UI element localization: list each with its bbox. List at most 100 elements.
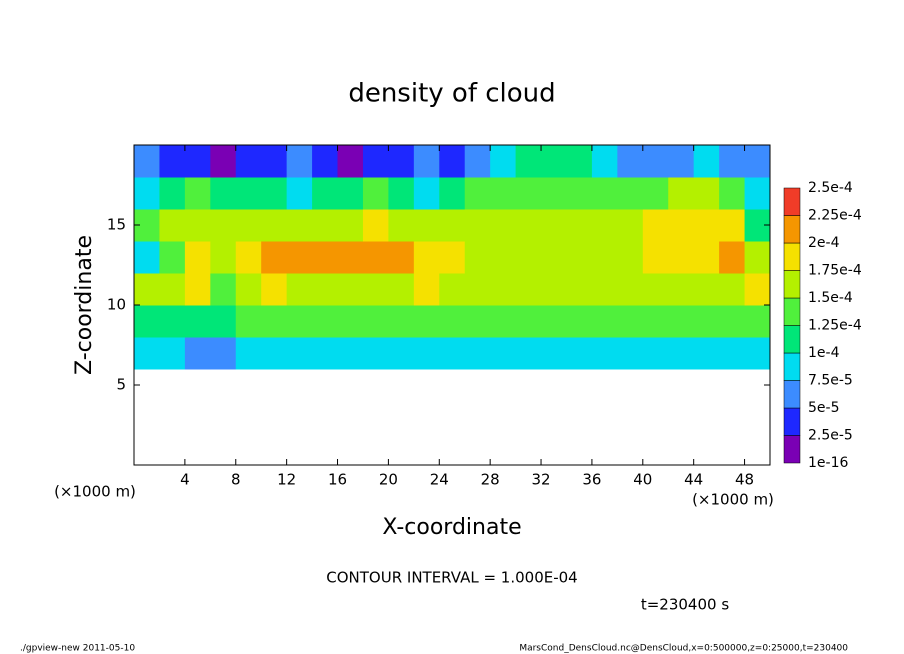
heatmap-cell	[413, 273, 440, 306]
heatmap-cell	[286, 241, 313, 274]
colorbar-label: 1.25e-4	[808, 318, 862, 334]
heatmap-cell	[464, 273, 491, 306]
heatmap-cell	[159, 273, 186, 306]
heatmap-cell	[617, 241, 644, 274]
heatmap-cell	[286, 273, 313, 306]
heatmap-cell	[744, 241, 771, 274]
heatmap-cell	[184, 145, 211, 178]
heatmap-cell	[439, 273, 466, 306]
heatmap-cell	[439, 209, 466, 242]
colorbar-swatch	[783, 352, 801, 381]
heatmap-cell	[719, 241, 746, 274]
heatmap-cell	[159, 145, 186, 178]
heatmap-cell	[286, 145, 313, 178]
heatmap-cell	[464, 209, 491, 242]
heatmap-cell	[413, 177, 440, 210]
heatmap-cell	[591, 305, 618, 338]
heatmap-cell	[719, 273, 746, 306]
heatmap-cell	[515, 337, 542, 370]
heatmap-cell	[617, 145, 644, 178]
heatmap-cell	[261, 273, 288, 306]
heatmap-cell	[439, 145, 466, 178]
heatmap-cell	[744, 145, 771, 178]
x-tick-label: 44	[684, 471, 703, 489]
colorbar-label: 7.5e-5	[808, 373, 853, 389]
heatmap-cell	[337, 337, 364, 370]
heatmap-cell	[210, 209, 237, 242]
heatmap-cell	[642, 273, 669, 306]
heatmap-cell	[490, 305, 517, 338]
heatmap-cell	[413, 145, 440, 178]
heatmap-cell	[388, 305, 415, 338]
heatmap-cell	[642, 337, 669, 370]
colorbar-label: 1.75e-4	[808, 263, 862, 279]
heatmap-cell	[210, 273, 237, 306]
heatmap-cell	[464, 145, 491, 178]
heatmap-cell	[719, 337, 746, 370]
heatmap-cell	[388, 177, 415, 210]
x-tick-label: 20	[379, 471, 398, 489]
heatmap-cell	[515, 241, 542, 274]
heatmap-cell	[566, 209, 593, 242]
y-tick-label: 5	[116, 376, 126, 394]
heatmap-cell	[566, 145, 593, 178]
x-tick-label: 36	[582, 471, 601, 489]
heatmap-cell	[210, 177, 237, 210]
heatmap-cell	[337, 145, 364, 178]
heatmap-cell	[668, 305, 695, 338]
heatmap-cell	[286, 177, 313, 210]
heatmap-cell	[362, 241, 389, 274]
heatmap-cell	[693, 337, 720, 370]
heatmap-cell	[668, 337, 695, 370]
heatmap-cell	[591, 273, 618, 306]
colorbar-label: 5e-5	[808, 400, 839, 416]
heatmap-cell	[490, 273, 517, 306]
colorbar-label: 1e-16	[808, 455, 848, 471]
heatmap-cell	[286, 305, 313, 338]
footer-right: MarsCond_DensCloud.nc@DensCloud,x=0:5000…	[519, 644, 848, 654]
colorbar-swatch	[783, 325, 801, 354]
colorbar-swatch	[783, 435, 801, 464]
y-axis-label: Z-coordinate	[72, 235, 97, 375]
chart-title: density of cloud	[348, 79, 555, 109]
heatmap-cell	[541, 145, 567, 178]
heatmap-cell	[235, 273, 262, 306]
heatmap-cell	[515, 305, 542, 338]
heatmap-cell	[159, 241, 186, 274]
heatmap-cell	[184, 337, 211, 370]
heatmap-cell	[617, 177, 644, 210]
heatmap-cell	[439, 177, 466, 210]
x-tick-label: 12	[277, 471, 296, 489]
x-axis-label: X-coordinate	[382, 515, 521, 540]
heatmap-cell	[388, 145, 415, 178]
heatmap-cell	[693, 177, 720, 210]
heatmap-cell	[744, 337, 771, 370]
colorbar-swatch	[783, 215, 801, 244]
heatmap-cell	[490, 209, 517, 242]
colorbar-swatch	[783, 187, 801, 216]
heatmap-cell	[261, 145, 288, 178]
heatmap-cell	[464, 241, 491, 274]
colorbar-swatch	[783, 407, 801, 436]
x-tick-label: 8	[231, 471, 241, 489]
x-tick-label: 28	[481, 471, 500, 489]
heatmap-cell	[235, 177, 262, 210]
heatmap-cell	[541, 305, 567, 338]
heatmap-cell	[490, 241, 517, 274]
heatmap-cell	[362, 209, 389, 242]
heatmap-cell	[693, 241, 720, 274]
heatmap-cell	[362, 305, 389, 338]
heatmap-cell	[210, 337, 237, 370]
heatmap-cell	[235, 305, 262, 338]
footer-left: ./gpview-new 2011-05-10	[20, 644, 135, 654]
heatmap-cell	[413, 241, 440, 274]
heatmap-cell	[464, 337, 491, 370]
heatmap-cell	[642, 305, 669, 338]
heatmap-cell	[515, 177, 542, 210]
heatmap-cell	[591, 337, 618, 370]
heatmap-cell	[744, 273, 771, 306]
heatmap-cell	[541, 209, 567, 242]
heatmap-cell	[464, 305, 491, 338]
colorbar-swatch	[783, 297, 801, 326]
